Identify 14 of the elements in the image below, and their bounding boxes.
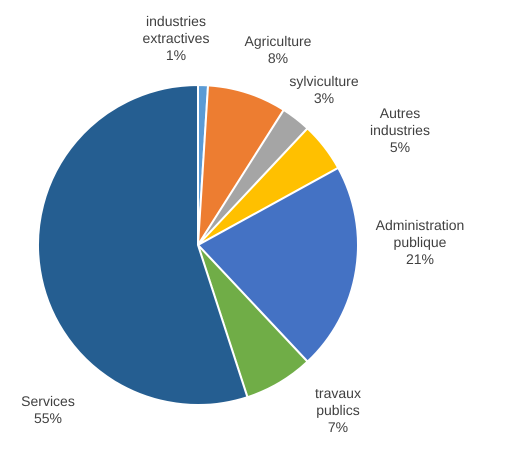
data-label: 1% [166,47,186,63]
data-label: 8% [268,50,288,66]
data-label: 21% [406,251,434,267]
slice-label: Agriculture [244,33,312,49]
slice-label: travaux publics [315,385,361,418]
slice-label: Administration publique [376,217,464,250]
data-label: 3% [314,90,334,106]
slice-label: Services [21,393,75,409]
slice-label: industries extractives [142,13,210,46]
data-label: 7% [328,419,348,435]
data-label: 5% [390,139,410,155]
slice-label: Autres industries [370,105,430,138]
data-label: 55% [34,410,62,426]
slice-label: sylviculture [289,73,359,89]
